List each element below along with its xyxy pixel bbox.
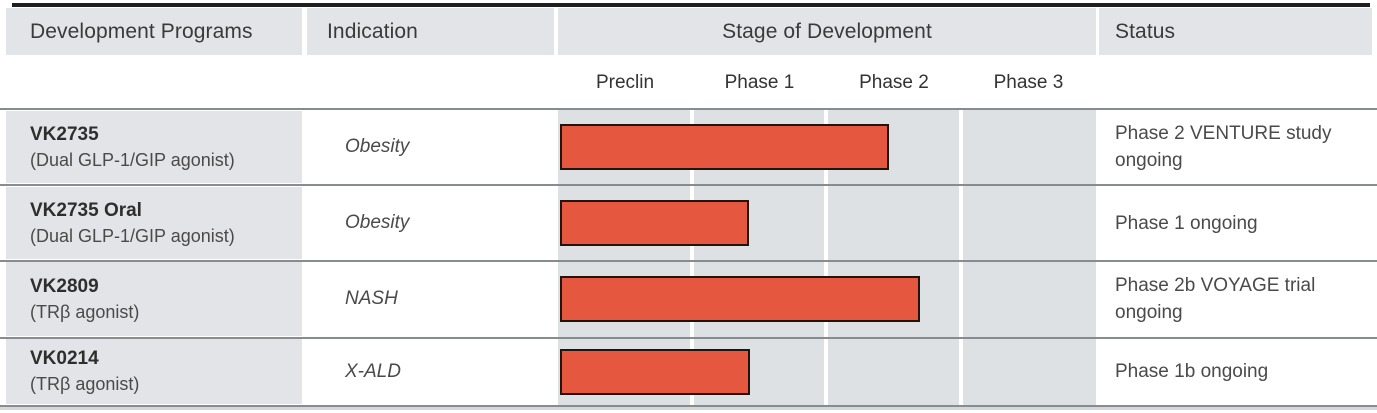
row-separator: [0, 108, 1377, 110]
indication-label: Obesity: [345, 212, 410, 233]
stage-column-divider: [959, 110, 963, 405]
program-mechanism: (Dual GLP-1/GIP agonist): [30, 225, 235, 246]
indication-cell: X-ALD: [307, 339, 554, 404]
program-name: VK2735 Oral: [30, 199, 142, 221]
indication-cell: Obesity: [307, 111, 554, 183]
stage-progress-bar-vk0214: [560, 349, 750, 395]
program-name: VK0214: [30, 348, 99, 369]
program-cell-vk2735: VK2735 (Dual GLP-1/GIP agonist): [6, 111, 302, 183]
status-label: Phase 2b VOYAGE trial ongoing: [1115, 275, 1316, 323]
indication-label: X-ALD: [345, 360, 401, 382]
status-cell: Phase 1b ongoing: [1099, 339, 1365, 404]
program-mechanism: (Dual GLP-1/GIP agonist): [30, 149, 235, 170]
row-separator: [0, 184, 1377, 186]
program-cell-vk0214: VK0214 (TRβ agonist): [6, 339, 302, 404]
status-cell: Phase 2 VENTURE study ongoing: [1099, 111, 1365, 183]
status-cell: Phase 1 ongoing: [1099, 187, 1365, 259]
indication-label: NASH: [345, 288, 398, 309]
phase-header-phase2: Phase 2: [859, 72, 929, 93]
bottom-border-rule: [0, 405, 1377, 407]
row-separator: [0, 260, 1377, 262]
phase-header-phase3: Phase 3: [993, 72, 1064, 93]
program-name: VK2735: [30, 123, 99, 145]
row-separator: [0, 337, 1377, 339]
program-cell-vk2735-oral: VK2735 Oral (Dual GLP-1/GIP agonist): [6, 187, 302, 259]
column-header-programs: Development Programs: [6, 8, 302, 55]
phase-header-preclin: Preclin: [595, 72, 655, 93]
program-cell-vk2809: VK2809 (TRβ agonist): [6, 262, 302, 336]
stage-column-divider: [690, 110, 694, 405]
stage-progress-bar-vk2735: [560, 124, 889, 170]
column-header-indication: Indication: [307, 8, 554, 55]
phase-header-phase1: Phase 1: [724, 72, 795, 93]
stage-column-divider: [824, 110, 828, 405]
column-header-status: Status: [1099, 8, 1372, 55]
status-label: Phase 2 VENTURE study ongoing: [1115, 123, 1332, 171]
indication-cell: NASH: [307, 262, 554, 336]
status-label: Phase 1b ongoing: [1115, 361, 1269, 382]
stage-progress-bar-vk2735-oral: [560, 200, 749, 246]
status-label: Phase 1 ongoing: [1115, 212, 1258, 234]
program-mechanism: (TRβ agonist): [30, 301, 140, 322]
indication-label: Obesity: [345, 136, 410, 157]
indication-cell: Obesity: [307, 187, 554, 259]
bottom-border-shadow: [0, 407, 1377, 410]
program-mechanism: (TRβ agonist): [30, 374, 140, 394]
top-border-rule: [12, 3, 1370, 7]
status-cell: Phase 2b VOYAGE trial ongoing: [1099, 262, 1365, 336]
column-header-stage: Stage of Development: [558, 8, 1096, 55]
stage-progress-bar-vk2809: [560, 276, 920, 322]
program-name: VK2809: [30, 275, 99, 297]
